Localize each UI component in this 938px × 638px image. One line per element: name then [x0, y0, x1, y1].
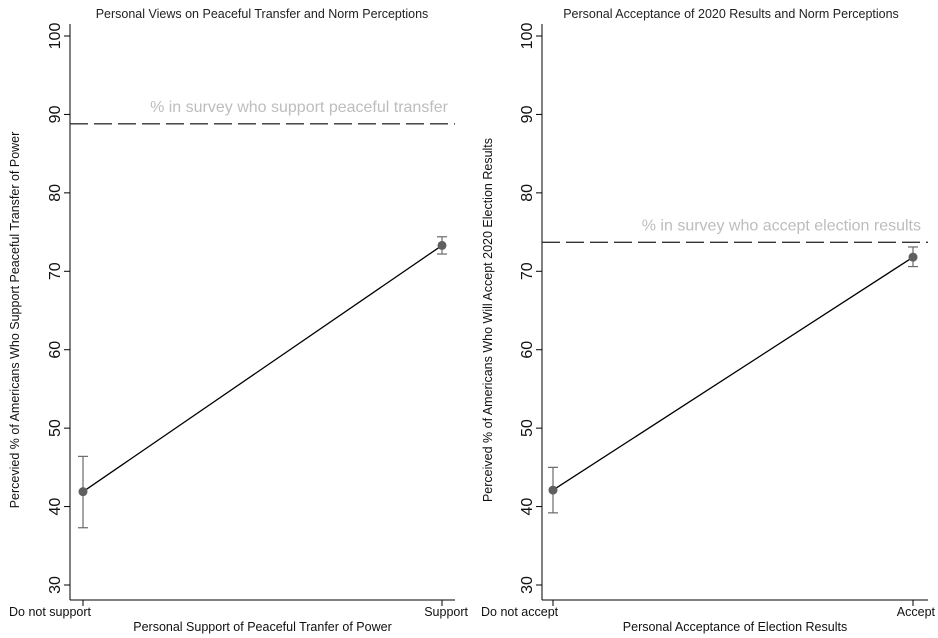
x-tick-label: Do not accept [481, 605, 559, 619]
series-line [82, 244, 443, 493]
y-tick-label: 90 [519, 105, 536, 123]
chart-panel-2: Personal Acceptance of 2020 Results and … [481, 7, 936, 634]
x-tick-label: Accept [897, 605, 936, 619]
y-tick-label: 80 [47, 184, 64, 202]
y-tick-label: 90 [47, 105, 64, 123]
y-tick-label: 30 [519, 576, 536, 594]
data-point [908, 252, 918, 262]
y-tick-label: 80 [519, 184, 536, 202]
y-tick-label: 50 [47, 419, 64, 437]
data-point [548, 485, 558, 495]
y-axis-label: Percevied % of Americans Who Support Pea… [8, 132, 22, 509]
x-axis-label: Personal Support of Peaceful Tranfer of … [133, 620, 391, 634]
reference-line-label: % in survey who accept election results [642, 217, 921, 234]
y-tick-label: 50 [519, 419, 536, 437]
chart-title: Personal Views on Peaceful Transfer and … [96, 7, 429, 21]
y-tick-label: 40 [519, 498, 536, 516]
x-tick-label: Do not support [9, 605, 92, 619]
y-tick-label: 30 [47, 576, 64, 594]
x-tick-label: Support [424, 605, 468, 619]
x-axis-label: Personal Acceptance of Election Results [623, 620, 847, 634]
data-point [437, 240, 447, 250]
chart-title: Personal Acceptance of 2020 Results and … [563, 7, 899, 21]
y-tick-label: 70 [47, 262, 64, 280]
y-tick-label: 70 [519, 262, 536, 280]
y-tick-label: 60 [47, 341, 64, 359]
reference-line-label: % in survey who support peaceful transfe… [150, 99, 449, 116]
y-tick-label: 60 [519, 341, 536, 359]
y-tick-label: 100 [47, 23, 64, 50]
data-point [78, 487, 88, 497]
y-axis-label: Perceived % of Americans Who Will Accept… [481, 138, 495, 502]
chart-panel-1: Personal Views on Peaceful Transfer and … [8, 7, 469, 634]
y-tick-label: 40 [47, 498, 64, 516]
y-tick-label: 100 [519, 23, 536, 50]
series-line [552, 256, 914, 491]
